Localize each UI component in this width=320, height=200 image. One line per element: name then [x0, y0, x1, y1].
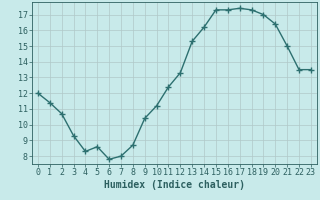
X-axis label: Humidex (Indice chaleur): Humidex (Indice chaleur) [104, 180, 245, 190]
